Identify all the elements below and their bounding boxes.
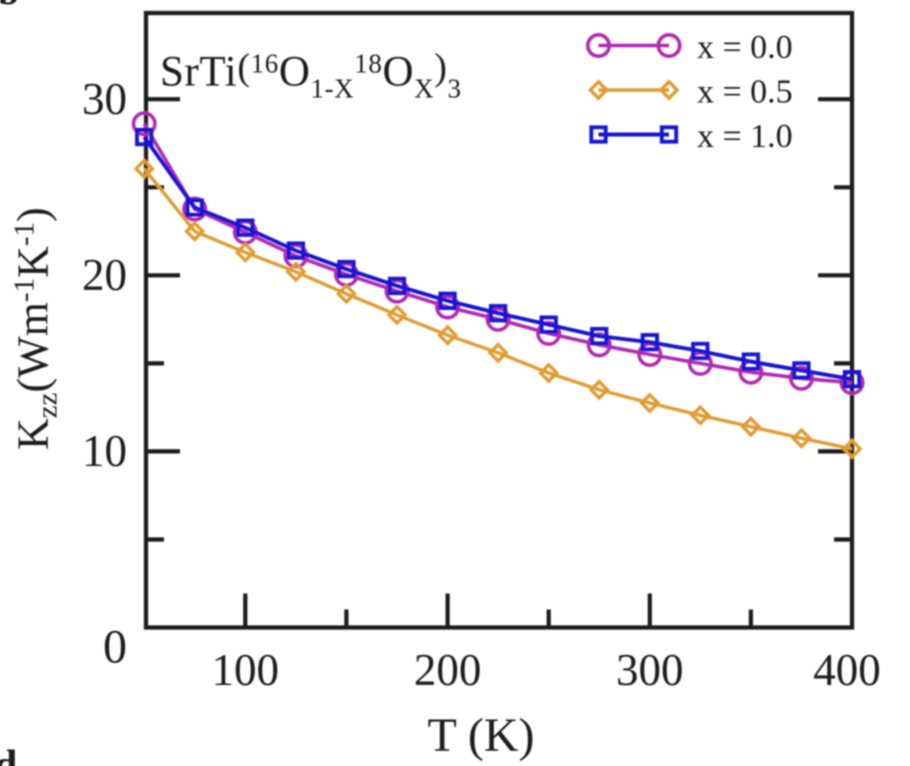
svg-text:30: 30: [82, 74, 127, 124]
svg-text:200: 200: [414, 645, 482, 695]
svg-text:20: 20: [82, 250, 127, 300]
svg-text:Kzz(Wm-1K-1): Kzz(Wm-1K-1): [9, 207, 64, 450]
svg-text:400: 400: [813, 645, 881, 695]
svg-text:10: 10: [82, 426, 127, 476]
svg-text:d: d: [0, 743, 17, 766]
svg-text:x = 0.0: x = 0.0: [697, 29, 793, 66]
svg-text:300: 300: [616, 645, 684, 695]
svg-text:SrTi(16O1-X18OX)3: SrTi(16O1-X18OX)3: [160, 47, 462, 104]
svg-text:x = 0.5: x = 0.5: [697, 74, 793, 111]
svg-text:b: b: [0, 0, 19, 13]
svg-text:x = 1.0: x = 1.0: [697, 118, 793, 155]
svg-text:T (K): T (K): [427, 709, 534, 762]
svg-text:0: 0: [103, 620, 127, 673]
svg-text:100: 100: [212, 645, 280, 695]
